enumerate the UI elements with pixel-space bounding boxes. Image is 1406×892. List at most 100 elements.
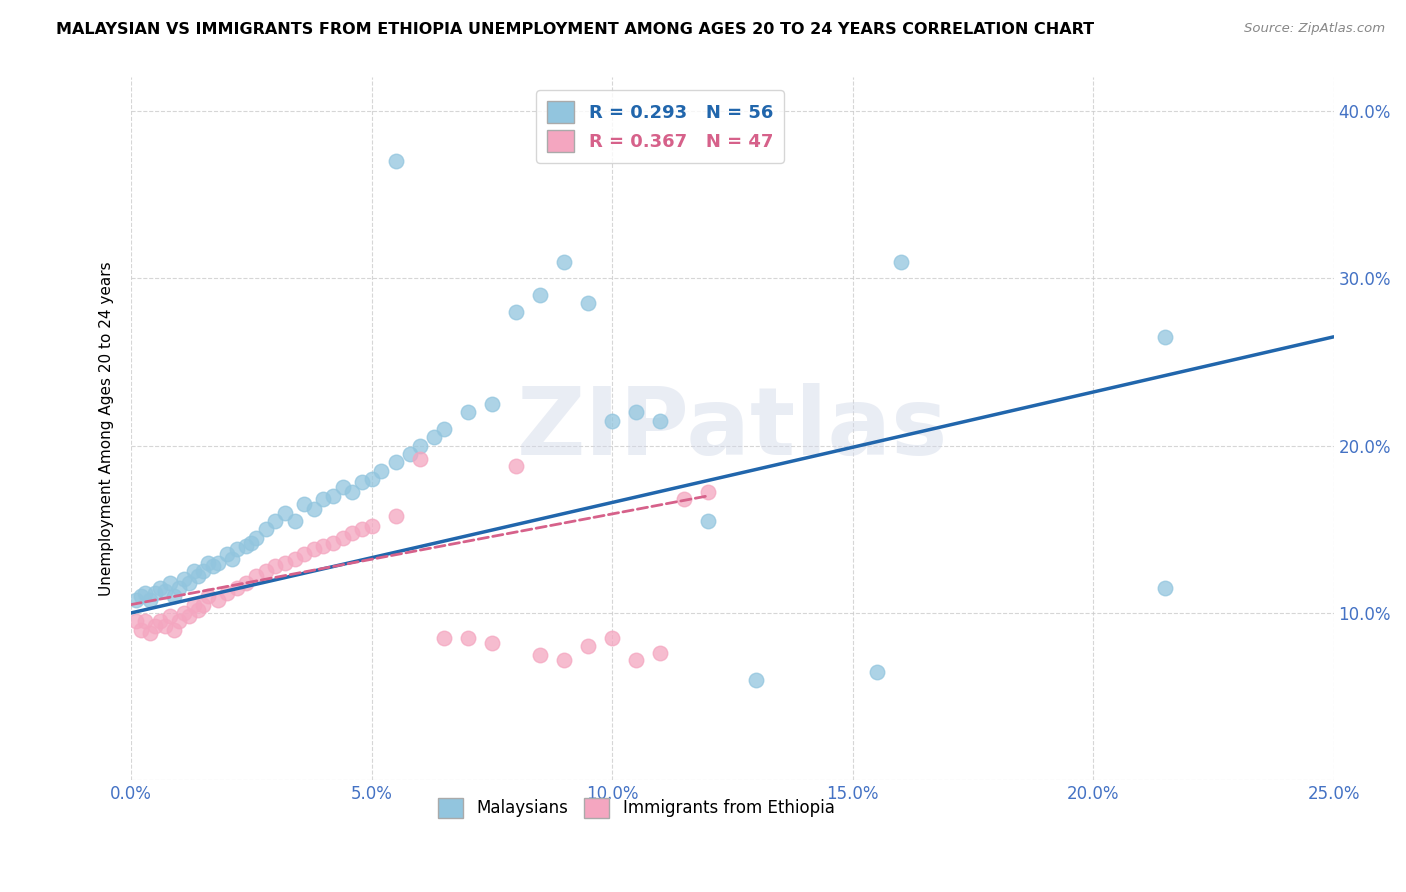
Point [225,581,247,595]
Point [302,502,325,516]
Point [125,615,148,629]
Point [457,631,479,645]
Point [384,154,406,169]
Point [153,619,176,633]
Point [235,575,257,590]
Point [274,556,297,570]
Point [193,598,215,612]
Point [153,584,176,599]
Point [129,589,152,603]
Point [481,397,503,411]
Point [408,439,430,453]
Point [264,514,287,528]
Text: MALAYSIAN VS IMMIGRANTS FROM ETHIOPIA UNEMPLOYMENT AMONG AGES 20 TO 24 YEARS COR: MALAYSIAN VS IMMIGRANTS FROM ETHIOPIA UN… [56,22,1094,37]
Point [240,535,263,549]
Point [1154,581,1177,595]
Point [350,522,373,536]
Point [143,586,166,600]
Point [553,254,575,268]
Point [302,542,325,557]
Point [624,405,647,419]
Point [697,485,720,500]
Text: ZIPatlas: ZIPatlas [516,383,948,475]
Point [139,592,162,607]
Point [350,475,373,490]
Point [187,569,209,583]
Point [370,464,392,478]
Point [650,413,672,427]
Point [890,254,912,268]
Point [292,548,315,562]
Point [624,653,647,667]
Point [332,531,354,545]
Point [245,569,267,583]
Point [217,586,239,600]
Legend: Malaysians, Immigrants from Ethiopia: Malaysians, Immigrants from Ethiopia [430,791,841,825]
Point [254,564,277,578]
Point [193,564,215,578]
Y-axis label: Unemployment Among Ages 20 to 24 years: Unemployment Among Ages 20 to 24 years [100,261,114,596]
Point [235,539,257,553]
Point [505,304,527,318]
Point [600,631,623,645]
Point [207,592,229,607]
Point [245,531,267,545]
Point [177,575,200,590]
Point [134,586,156,600]
Point [322,489,344,503]
Text: Source: ZipAtlas.com: Source: ZipAtlas.com [1244,22,1385,36]
Point [183,564,205,578]
Point [221,552,243,566]
Point [332,480,354,494]
Point [201,559,224,574]
Point [187,602,209,616]
Point [360,519,382,533]
Point [697,514,720,528]
Point [183,598,205,612]
Point [433,422,456,436]
Point [177,609,200,624]
Point [139,626,162,640]
Point [529,648,551,662]
Point [423,430,446,444]
Point [167,581,190,595]
Point [159,609,181,624]
Point [342,525,364,540]
Point [284,552,307,566]
Point [399,447,422,461]
Point [553,653,575,667]
Point [163,623,186,637]
Point [457,405,479,419]
Point [745,673,768,687]
Point [149,615,172,629]
Point [274,506,297,520]
Point [217,548,239,562]
Point [505,458,527,473]
Point [322,535,344,549]
Point [264,559,287,574]
Point [167,615,190,629]
Point [125,592,148,607]
Point [173,573,195,587]
Point [312,492,335,507]
Point [149,581,172,595]
Point [292,497,315,511]
Point [163,589,186,603]
Point [207,556,229,570]
Point [384,508,406,523]
Point [225,542,247,557]
Point [342,485,364,500]
Point [1154,330,1177,344]
Point [433,631,456,645]
Point [360,472,382,486]
Point [159,575,181,590]
Point [866,665,889,679]
Point [408,452,430,467]
Point [576,640,599,654]
Point [134,615,156,629]
Point [129,623,152,637]
Point [481,636,503,650]
Point [529,288,551,302]
Point [197,556,219,570]
Point [312,539,335,553]
